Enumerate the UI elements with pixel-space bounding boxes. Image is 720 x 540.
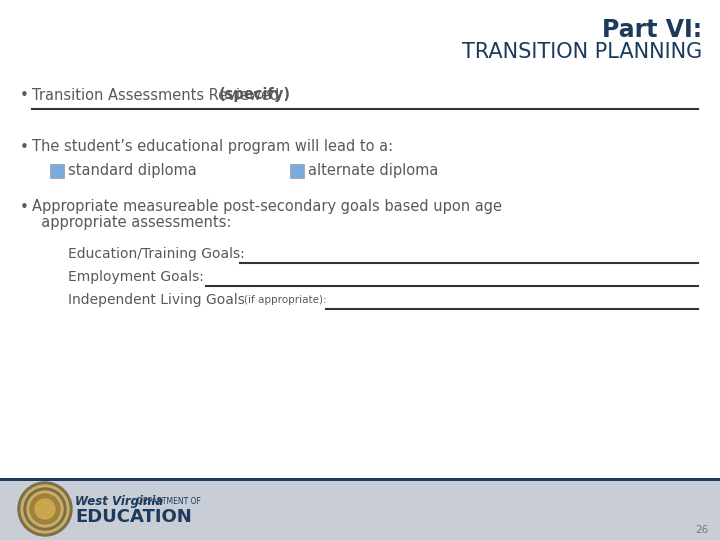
Bar: [50, 164, 64, 178]
Text: The student’s educational program will lead to a:: The student’s educational program will l…: [32, 139, 393, 154]
Circle shape: [27, 491, 63, 527]
Text: Employment Goals:: Employment Goals:: [68, 270, 204, 284]
Text: West Virginia: West Virginia: [75, 495, 163, 508]
Text: Independent Living Goals: Independent Living Goals: [68, 293, 249, 307]
Text: •: •: [20, 87, 29, 103]
Circle shape: [35, 499, 55, 519]
Text: •: •: [20, 139, 29, 154]
Text: DEPARTMENT OF: DEPARTMENT OF: [137, 496, 201, 505]
Text: Part VI:: Part VI:: [602, 18, 702, 42]
Text: TRANSITION PLANNING: TRANSITION PLANNING: [462, 42, 702, 62]
Text: appropriate assessments:: appropriate assessments:: [32, 215, 231, 231]
Text: EDUCATION: EDUCATION: [75, 508, 192, 526]
Text: standard diploma: standard diploma: [68, 164, 197, 179]
Text: 26: 26: [696, 525, 708, 535]
Text: •: •: [20, 199, 29, 214]
Text: (if appropriate):: (if appropriate):: [244, 295, 327, 305]
Text: Appropriate measureable post-secondary goals based upon age: Appropriate measureable post-secondary g…: [32, 199, 502, 214]
Text: Transition Assessments Reviewed: Transition Assessments Reviewed: [32, 87, 284, 103]
Text: Education/Training Goals:: Education/Training Goals:: [68, 247, 245, 261]
Circle shape: [21, 485, 69, 533]
Bar: [0, 478, 720, 540]
Text: (specify): (specify): [219, 87, 291, 103]
Circle shape: [24, 488, 66, 530]
Bar: [0, 478, 720, 481]
Bar: [290, 164, 304, 178]
Text: alternate diploma: alternate diploma: [308, 164, 438, 179]
Circle shape: [18, 482, 72, 536]
Circle shape: [30, 494, 60, 524]
